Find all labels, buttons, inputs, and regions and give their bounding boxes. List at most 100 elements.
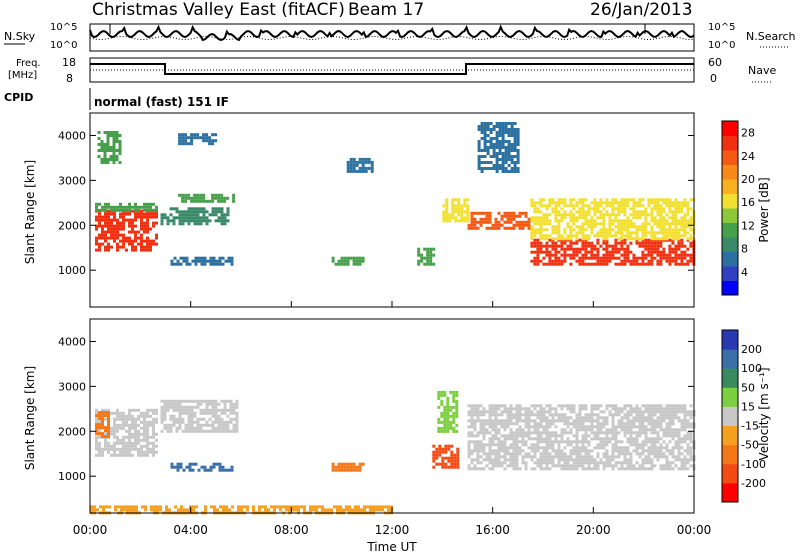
- power-cell: [187, 213, 191, 217]
- velocity-cell: [596, 443, 600, 447]
- velocity-cell: [208, 423, 212, 427]
- power-cell: [533, 210, 537, 214]
- velocity-cell: [509, 422, 513, 426]
- power-cell: [635, 201, 639, 205]
- power-cell: [504, 149, 508, 152]
- velocity-cell: [470, 407, 474, 411]
- velocity-cell: [432, 453, 436, 457]
- velocity-cell: [557, 440, 561, 444]
- power-cell: [498, 131, 502, 134]
- power-cell: [506, 217, 510, 221]
- power-cell: [542, 262, 546, 266]
- power-cell: [527, 226, 531, 230]
- power-cell: [683, 231, 687, 235]
- velocity-cell: [617, 440, 621, 444]
- power-cell: [668, 231, 672, 235]
- power-cell: [143, 221, 146, 225]
- velocity-cell: [653, 452, 657, 456]
- velocity-cell: [497, 440, 501, 444]
- velocity-cell: [593, 464, 597, 468]
- velocity-cell: [602, 416, 606, 420]
- power-cell: [131, 245, 134, 249]
- power-cell: [463, 198, 467, 202]
- velocity-cell: [560, 416, 564, 420]
- power-cell: [668, 210, 672, 214]
- velocity-cell: [476, 461, 480, 465]
- power-cell: [671, 219, 675, 223]
- power-cell: [149, 205, 152, 209]
- power-cell: [476, 220, 480, 224]
- velocity-cell: [232, 402, 236, 406]
- power-cell: [477, 161, 481, 164]
- velocity-cell: [479, 446, 483, 450]
- power-cell: [361, 166, 365, 170]
- power-cell: [596, 250, 600, 254]
- power-cell: [638, 210, 642, 214]
- power-cell: [653, 207, 657, 211]
- power-cell: [223, 219, 227, 223]
- velocity-cell: [500, 443, 504, 447]
- velocity-cell: [122, 453, 125, 457]
- velocity-cell: [509, 413, 513, 417]
- velocity-cell: [650, 428, 654, 432]
- velocity-cell: [220, 411, 224, 415]
- velocity-cell: [527, 416, 531, 420]
- power-cell: [134, 236, 137, 240]
- velocity-cell: [575, 461, 579, 465]
- power-cell: [367, 157, 371, 161]
- velocity-cell: [551, 458, 555, 462]
- velocity-cell: [456, 450, 460, 454]
- velocity-cell: [488, 449, 492, 453]
- velocity-cell: [140, 432, 143, 436]
- velocity-cell: [689, 458, 693, 462]
- power-cell: [674, 234, 678, 238]
- power-cell: [355, 259, 359, 263]
- velocity-cell: [482, 458, 486, 462]
- velocity-cell: [190, 414, 194, 418]
- power-cell: [112, 131, 116, 134]
- velocity-cell: [146, 423, 149, 427]
- power-cell: [477, 140, 481, 143]
- power-cell: [466, 207, 470, 211]
- velocity-cell: [213, 505, 216, 509]
- velocity-cell: [482, 425, 486, 429]
- velocity-cell: [178, 423, 182, 427]
- power-cell: [644, 219, 648, 223]
- power-cell: [662, 210, 666, 214]
- velocity-cell: [211, 402, 215, 406]
- velocity-cell: [113, 432, 116, 436]
- power-cell: [635, 241, 639, 245]
- velocity-cell: [199, 408, 203, 412]
- velocity-cell: [192, 505, 195, 509]
- power-cell: [107, 227, 110, 231]
- power-cell: [488, 226, 492, 230]
- power-cell: [536, 244, 540, 248]
- velocity-cell: [596, 452, 600, 456]
- velocity-cell: [686, 452, 690, 456]
- velocity-cell: [530, 443, 534, 447]
- power-cell: [557, 204, 561, 208]
- velocity-cell: [641, 449, 645, 453]
- power-cell: [113, 215, 116, 219]
- velocity-cell: [447, 459, 451, 463]
- velocity-cell: [662, 446, 666, 450]
- velocity-cell: [491, 461, 495, 465]
- power-cell: [638, 216, 642, 220]
- velocity-cell: [143, 417, 146, 421]
- velocity-colorbar-frame: [721, 329, 739, 503]
- velocity-cell: [617, 455, 621, 459]
- velocity-cell: [172, 408, 176, 412]
- power-cell: [483, 146, 487, 149]
- velocity-cell: [539, 410, 543, 414]
- velocity-cell: [497, 404, 501, 408]
- velocity-cell: [623, 434, 627, 438]
- power-cell: [358, 262, 362, 266]
- power-cell: [533, 241, 537, 245]
- power-cell: [211, 207, 215, 211]
- velocity-cell: [217, 423, 221, 427]
- velocity-cell: [446, 402, 450, 406]
- power-cell: [211, 193, 215, 197]
- velocity-cell: [473, 440, 477, 444]
- velocity-cell: [626, 413, 630, 417]
- velocity-cell: [581, 455, 585, 459]
